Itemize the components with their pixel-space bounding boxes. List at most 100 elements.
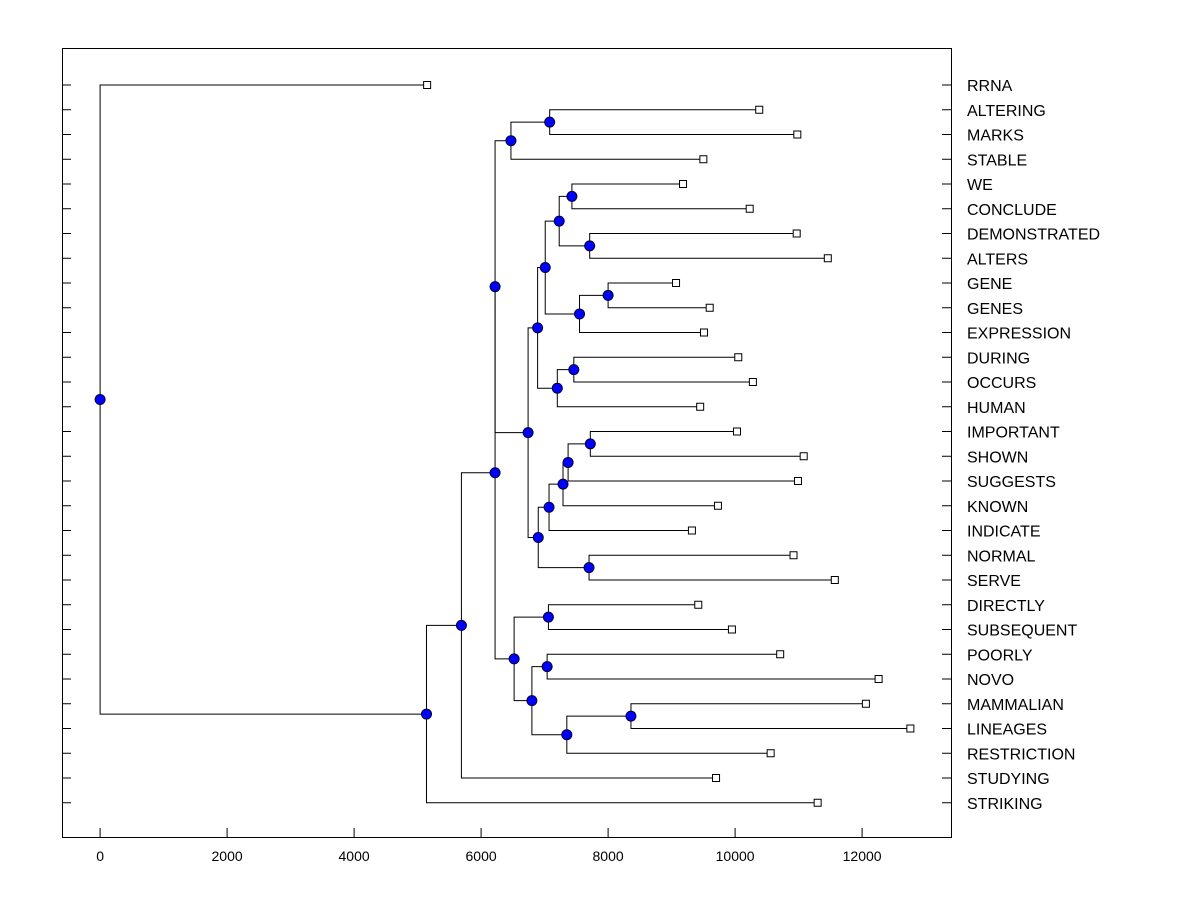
merge-link-15 xyxy=(588,554,835,581)
merge-link-20 xyxy=(546,653,879,680)
leaf-label-striking: STRIKING xyxy=(967,796,1043,813)
merge-link-11 xyxy=(589,431,804,457)
merge-link-13 xyxy=(562,461,718,507)
merge-node-4 xyxy=(553,215,565,227)
x-tick-label-10000: 10000 xyxy=(716,848,755,864)
leaf-label-shown: SHOWN xyxy=(967,449,1028,466)
merge-node-23 xyxy=(526,695,538,707)
leaf-marker-indicate xyxy=(687,526,696,535)
leaf-marker-human xyxy=(696,402,705,411)
leaf-marker-serve xyxy=(830,576,839,584)
merge-node-19 xyxy=(542,611,554,623)
leaf-label-lineages: LINEAGES xyxy=(967,722,1047,739)
merge-link-9 xyxy=(556,369,701,408)
merge-node-25 xyxy=(489,467,501,479)
merge-link-3 xyxy=(589,233,828,259)
leaf-label-human: HUMAN xyxy=(967,400,1026,417)
merge-node-9 xyxy=(551,382,563,394)
merge-node-12 xyxy=(562,456,574,468)
merge-node-7 xyxy=(539,262,551,274)
merge-node-20 xyxy=(541,661,553,673)
merge-link-14 xyxy=(548,483,692,531)
leaf-marker-altering xyxy=(755,105,764,114)
leaf-label-known: KNOWN xyxy=(967,499,1028,516)
merge-node-15 xyxy=(583,562,595,574)
merge-link-16 xyxy=(537,506,590,569)
x-tick-label-0: 0 xyxy=(96,848,104,864)
merge-node-16 xyxy=(532,531,544,543)
x-tick-label-6000: 6000 xyxy=(466,848,497,864)
leaf-marker-alters xyxy=(823,254,832,263)
leaf-marker-demonstrated xyxy=(792,229,801,238)
merge-link-26 xyxy=(460,472,717,779)
leaf-marker-expression xyxy=(699,328,708,337)
merge-link-27 xyxy=(425,624,818,804)
leaf-label-subsequent: SUBSEQUENT xyxy=(967,623,1077,640)
merge-node-8 xyxy=(568,364,580,376)
leaf-marker-we xyxy=(679,180,688,188)
leaf-marker-conclude xyxy=(745,204,754,213)
merge-node-3 xyxy=(584,240,596,252)
leaf-marker-genes xyxy=(705,303,714,312)
merge-node-22 xyxy=(561,729,573,741)
merge-node-5 xyxy=(602,289,614,301)
leaf-label-genes: GENES xyxy=(967,301,1023,318)
leaf-marker-rrna xyxy=(423,81,432,89)
leaf-marker-restriction xyxy=(766,749,775,758)
leaf-marker-mammalian xyxy=(861,699,870,708)
dendrogram-edges xyxy=(99,84,911,804)
leaf-label-stable: STABLE xyxy=(967,152,1027,169)
merge-link-6 xyxy=(579,294,704,333)
leaf-labels: RRNA ALTERING MARKS STABLE WE CONCLUDE DEMONST… xyxy=(967,78,1100,813)
merge-link-28 xyxy=(99,84,428,715)
leaf-marker-stable xyxy=(699,155,708,164)
leaf-label-rrna: RRNA xyxy=(967,78,1013,95)
merge-link-8 xyxy=(573,356,753,383)
leaf-label-conclude: CONCLUDE xyxy=(967,202,1057,219)
merge-node-28 xyxy=(94,394,106,406)
x-tick-label-12000: 12000 xyxy=(843,848,882,864)
leaf-label-normal: NORMAL xyxy=(967,548,1036,565)
leaf-marker-during xyxy=(734,353,743,362)
merge-node-13 xyxy=(557,478,569,490)
x-tick-label-4000: 4000 xyxy=(339,848,370,864)
merge-node-27 xyxy=(420,708,432,720)
leaf-label-directly: DIRECTLY xyxy=(967,598,1045,615)
leaf-label-novo: NOVO xyxy=(967,672,1014,689)
leaf-label-expression: EXPRESSION xyxy=(967,326,1071,343)
leaf-marker-subsequent xyxy=(727,625,736,634)
leaf-label-during: DURING xyxy=(967,350,1030,367)
leaf-marker-poorly xyxy=(776,650,785,659)
leaf-marker-novo xyxy=(874,675,883,683)
merge-link-25 xyxy=(494,286,515,660)
merge-node-1 xyxy=(505,135,517,147)
leaf-label-suggests: SUGGESTS xyxy=(967,474,1056,491)
x-tick-label-8000: 8000 xyxy=(593,848,624,864)
axis-ticks: 0 2000 4000 6000 8000 10000 12000 xyxy=(62,84,951,864)
leaf-marker-striking xyxy=(813,798,822,807)
leaf-marker-gene xyxy=(672,279,681,287)
leaf-label-studying: STUDYING xyxy=(967,771,1050,788)
plot-frame xyxy=(62,48,952,838)
merge-link-1 xyxy=(510,121,704,160)
leaf-label-gene: GENE xyxy=(967,276,1012,293)
merge-node-11 xyxy=(584,438,596,450)
merge-node-17 xyxy=(522,427,534,439)
leaf-marker-shown xyxy=(799,452,808,461)
merge-node-14 xyxy=(543,501,555,513)
merge-node-26 xyxy=(455,619,467,631)
leaf-label-mammalian: MAMMALIAN xyxy=(967,697,1064,714)
merge-nodes xyxy=(94,116,637,741)
leaf-marker-important xyxy=(733,427,742,436)
x-tick-label-2000: 2000 xyxy=(212,848,243,864)
merge-link-19 xyxy=(547,604,732,630)
merge-link-5 xyxy=(607,282,710,309)
leaf-label-demonstrated: DEMONSTRATED xyxy=(967,227,1100,244)
leaf-label-important: IMPORTANT xyxy=(967,425,1060,442)
leaf-label-alters: ALTERS xyxy=(967,251,1028,268)
merge-link-2 xyxy=(571,183,750,210)
leaf-label-we: WE xyxy=(967,177,993,194)
merge-link-22 xyxy=(566,715,771,754)
merge-node-6 xyxy=(574,308,586,320)
